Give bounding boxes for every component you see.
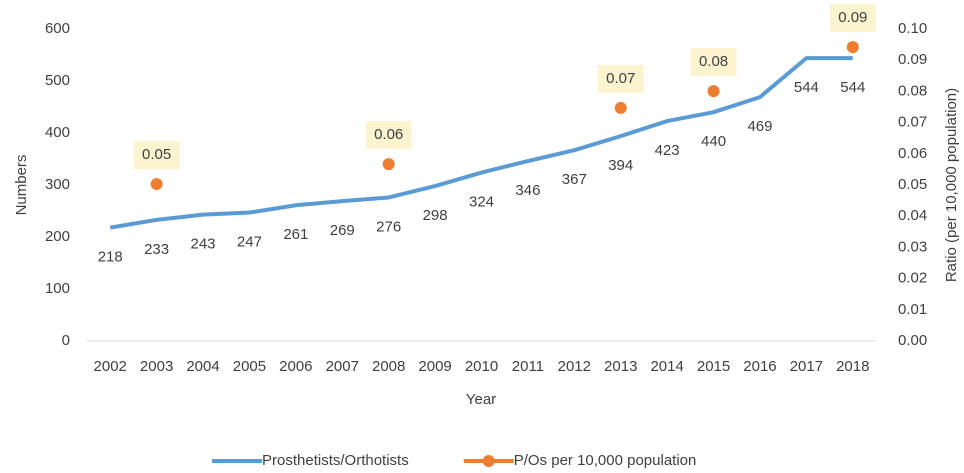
data-label: 298: [423, 207, 448, 224]
y2-tick-label: 0.01: [898, 301, 927, 318]
x-tick-label: 2013: [604, 358, 637, 375]
legend-label: Prosthetists/Orthotists: [262, 452, 409, 469]
y-tick-label: 100: [45, 280, 70, 297]
x-tick-label: 2018: [836, 358, 869, 375]
y2-tick-label: 0.10: [898, 20, 927, 37]
data-label: 0.05: [142, 146, 171, 163]
data-point: [707, 85, 720, 98]
x-tick-label: 2014: [650, 358, 683, 375]
data-point: [846, 41, 859, 54]
data-label: 544: [794, 79, 819, 96]
y2-tick-label: 0.03: [898, 238, 927, 255]
data-label: 261: [283, 226, 308, 243]
x-tick-label: 2004: [186, 358, 219, 375]
data-label: 324: [469, 193, 494, 210]
y2-tick-label: 0.05: [898, 176, 927, 193]
x-tick-label: 2012: [558, 358, 591, 375]
y-tick-label: 0: [62, 332, 70, 349]
x-tick-label: 2006: [279, 358, 312, 375]
data-label: 367: [562, 171, 587, 188]
y-tick-label: 500: [45, 72, 70, 89]
data-label: 469: [747, 118, 772, 135]
y2-tick-label: 0.04: [898, 207, 927, 224]
y2-tick-label: 0.02: [898, 270, 927, 287]
y2-tick-label: 0.00: [898, 332, 927, 349]
y2-axis-title: Ratio (per 10,000 population): [943, 88, 960, 282]
data-label: 423: [655, 142, 680, 159]
y2-tick-label: 0.09: [898, 51, 927, 68]
x-tick-label: 2008: [372, 358, 405, 375]
data-point: [150, 178, 163, 191]
x-tick-label: 2010: [465, 358, 498, 375]
y2-tick-label: 0.06: [898, 145, 927, 162]
y2-tick-label: 0.08: [898, 82, 927, 99]
data-point: [382, 158, 395, 171]
data-label: 233: [144, 241, 169, 258]
data-label: 243: [191, 236, 216, 253]
data-label-box: [597, 64, 644, 93]
data-label: 218: [98, 249, 123, 266]
data-label: 544: [840, 79, 865, 96]
data-label-box: [690, 48, 737, 77]
y-tick-label: 600: [45, 20, 70, 37]
data-point: [614, 101, 627, 114]
data-label: 440: [701, 133, 726, 150]
legend-swatch-marker: [482, 455, 495, 467]
y-tick-label: 300: [45, 176, 70, 193]
data-line: [109, 56, 853, 230]
x-tick-label: 2015: [697, 358, 730, 375]
data-label-box: [829, 4, 876, 33]
y2-tick-label: 0.07: [898, 114, 927, 131]
legend-label: P/Os per 10,000 population: [514, 452, 697, 469]
y-axis-title: Numbers: [13, 155, 30, 216]
data-label: 276: [376, 218, 401, 235]
x-tick-label: 2009: [418, 358, 451, 375]
data-label-box: [133, 141, 180, 170]
data-label: 0.06: [374, 126, 403, 143]
y-tick-label: 400: [45, 124, 70, 141]
data-label: 247: [237, 234, 262, 251]
data-label: 394: [608, 157, 633, 174]
x-tick-label: 2003: [140, 358, 173, 375]
x-axis-title: Year: [466, 391, 496, 408]
data-label: 346: [515, 182, 540, 199]
data-label: 0.09: [838, 9, 867, 26]
x-tick-label: 2016: [743, 358, 776, 375]
x-tick-label: 2017: [790, 358, 823, 375]
data-label: 0.08: [699, 53, 728, 70]
x-tick-label: 2002: [94, 358, 127, 375]
y-tick-label: 200: [45, 228, 70, 245]
x-tick-label: 2011: [512, 358, 544, 375]
x-tick-label: 2005: [233, 358, 266, 375]
data-label: 0.07: [606, 70, 635, 87]
x-tick-label: 2007: [326, 358, 359, 375]
data-label: 269: [330, 222, 355, 239]
data-label-box: [365, 121, 412, 150]
